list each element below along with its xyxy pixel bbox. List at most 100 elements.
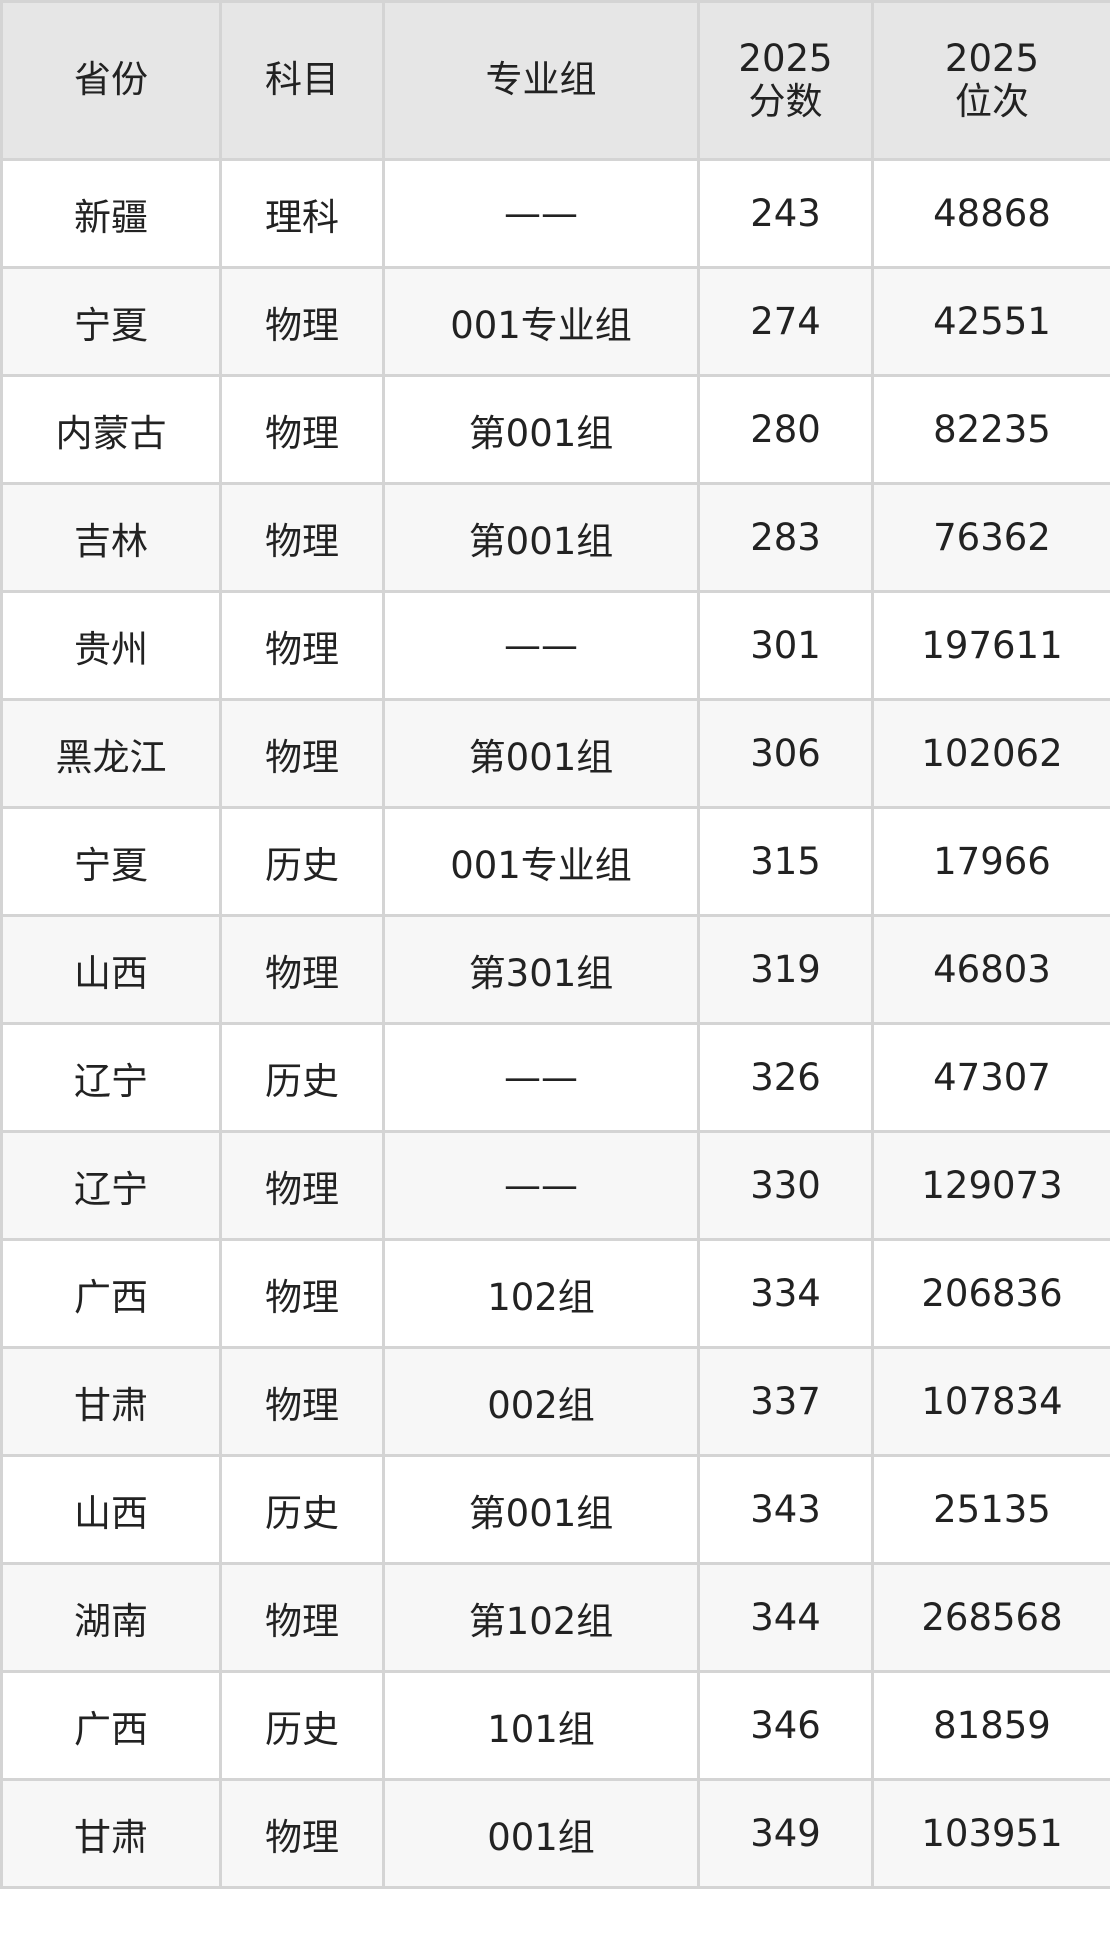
- header-row: 省份 科目 专业组 2025 分数 2025 位次: [0, 0, 1110, 161]
- cell-score: 280: [697, 374, 874, 485]
- table-row: 宁夏 物理 001专业组 274 42551: [0, 266, 1110, 377]
- cell-province: 广西: [0, 1238, 222, 1349]
- cell-province: 山西: [0, 1454, 222, 1565]
- cell-major-group: 002组: [382, 1346, 700, 1457]
- cell-rank: 76362: [871, 482, 1110, 593]
- cell-subject: 物理: [219, 698, 385, 809]
- cell-score: 319: [697, 914, 874, 1025]
- cell-score: 344: [697, 1562, 874, 1673]
- cell-province: 山西: [0, 914, 222, 1025]
- header-text: 科目: [265, 58, 339, 102]
- cell-major-group: ——: [382, 1022, 700, 1133]
- cell-major-group: 101组: [382, 1670, 700, 1781]
- cell-major-group: 001组: [382, 1778, 700, 1889]
- table-row: 山西 物理 第301组 319 46803: [0, 914, 1110, 1025]
- cell-subject: 物理: [219, 914, 385, 1025]
- cell-province: 吉林: [0, 482, 222, 593]
- cell-major-group: 001专业组: [382, 266, 700, 377]
- header-text: 分数: [748, 79, 823, 123]
- table-row: 贵州 物理 —— 301 197611: [0, 590, 1110, 701]
- cell-rank: 82235: [871, 374, 1110, 485]
- cell-score: 306: [697, 698, 874, 809]
- cell-rank: 129073: [871, 1130, 1110, 1241]
- table-row: 湖南 物理 第102组 344 268568: [0, 1562, 1110, 1673]
- cell-subject: 物理: [219, 374, 385, 485]
- cell-subject: 物理: [219, 482, 385, 593]
- cell-subject: 历史: [219, 1454, 385, 1565]
- cell-province: 辽宁: [0, 1022, 222, 1133]
- cell-major-group: 第001组: [382, 374, 700, 485]
- cell-subject: 物理: [219, 1346, 385, 1457]
- table-row: 广西 历史 101组 346 81859: [0, 1670, 1110, 1781]
- cell-rank: 268568: [871, 1562, 1110, 1673]
- table-row: 辽宁 历史 —— 326 47307: [0, 1022, 1110, 1133]
- cell-score: 243: [697, 158, 874, 269]
- cell-subject: 理科: [219, 158, 385, 269]
- cell-rank: 48868: [871, 158, 1110, 269]
- header-major-group: 专业组: [382, 0, 700, 161]
- header-score: 2025 分数: [697, 0, 874, 161]
- cell-province: 湖南: [0, 1562, 222, 1673]
- cell-province: 辽宁: [0, 1130, 222, 1241]
- cell-province: 广西: [0, 1670, 222, 1781]
- cell-score: 330: [697, 1130, 874, 1241]
- cell-rank: 102062: [871, 698, 1110, 809]
- cell-subject: 历史: [219, 1022, 385, 1133]
- cell-subject: 物理: [219, 1238, 385, 1349]
- cell-rank: 206836: [871, 1238, 1110, 1349]
- cell-major-group: 102组: [382, 1238, 700, 1349]
- cell-major-group: ——: [382, 1130, 700, 1241]
- header-text: 专业组: [485, 58, 597, 102]
- cell-rank: 197611: [871, 590, 1110, 701]
- cell-rank: 103951: [871, 1778, 1110, 1889]
- cell-rank: 107834: [871, 1346, 1110, 1457]
- table-row: 黑龙江 物理 第001组 306 102062: [0, 698, 1110, 809]
- cell-score: 283: [697, 482, 874, 593]
- cell-major-group: 第102组: [382, 1562, 700, 1673]
- cell-score: 274: [697, 266, 874, 377]
- cell-score: 349: [697, 1778, 874, 1889]
- cell-score: 315: [697, 806, 874, 917]
- cell-score: 346: [697, 1670, 874, 1781]
- cell-score: 337: [697, 1346, 874, 1457]
- cell-province: 黑龙江: [0, 698, 222, 809]
- cell-province: 内蒙古: [0, 374, 222, 485]
- header-text: 2025: [738, 36, 833, 80]
- header-text: 位次: [955, 79, 1029, 123]
- header-province: 省份: [0, 0, 222, 161]
- cell-score: 334: [697, 1238, 874, 1349]
- cell-subject: 历史: [219, 806, 385, 917]
- table-row: 广西 物理 102组 334 206836: [0, 1238, 1110, 1349]
- cell-score: 326: [697, 1022, 874, 1133]
- cell-province: 甘肃: [0, 1346, 222, 1457]
- table-row: 辽宁 物理 —— 330 129073: [0, 1130, 1110, 1241]
- table-row: 吉林 物理 第001组 283 76362: [0, 482, 1110, 593]
- cell-rank: 47307: [871, 1022, 1110, 1133]
- score-table: 省份 科目 专业组 2025 分数 2025 位次 新疆 理科 —— 243 48868 宁夏 物理 00…: [0, 0, 1110, 1889]
- table-row: 甘肃 物理 002组 337 107834: [0, 1346, 1110, 1457]
- header-text: 2025: [944, 36, 1040, 80]
- cell-rank: 42551: [871, 266, 1110, 377]
- table-row: 内蒙古 物理 第001组 280 82235: [0, 374, 1110, 485]
- cell-rank: 81859: [871, 1670, 1110, 1781]
- header-text: 省份: [74, 58, 148, 102]
- cell-province: 宁夏: [0, 266, 222, 377]
- table-row: 山西 历史 第001组 343 25135: [0, 1454, 1110, 1565]
- cell-subject: 历史: [219, 1670, 385, 1781]
- cell-major-group: ——: [382, 158, 700, 269]
- cell-major-group: 001专业组: [382, 806, 700, 917]
- cell-province: 新疆: [0, 158, 222, 269]
- cell-rank: 25135: [871, 1454, 1110, 1565]
- cell-subject: 物理: [219, 1778, 385, 1889]
- cell-province: 贵州: [0, 590, 222, 701]
- cell-province: 宁夏: [0, 806, 222, 917]
- cell-subject: 物理: [219, 1130, 385, 1241]
- header-rank: 2025 位次: [871, 0, 1110, 161]
- cell-province: 甘肃: [0, 1778, 222, 1889]
- cell-subject: 物理: [219, 266, 385, 377]
- table-row: 新疆 理科 —— 243 48868: [0, 158, 1110, 269]
- cell-rank: 17966: [871, 806, 1110, 917]
- cell-subject: 物理: [219, 590, 385, 701]
- table-row: 宁夏 历史 001专业组 315 17966: [0, 806, 1110, 917]
- cell-score: 301: [697, 590, 874, 701]
